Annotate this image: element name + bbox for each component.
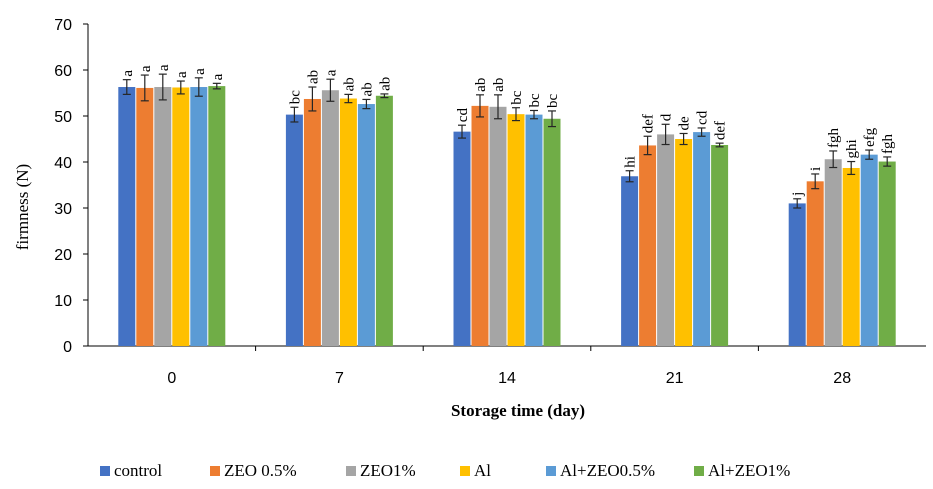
bar — [154, 87, 172, 347]
bar — [788, 203, 806, 346]
bar — [711, 144, 729, 346]
data-label: d — [659, 113, 675, 121]
y-tick-label: 50 — [54, 109, 72, 126]
x-tick-label: 7 — [335, 370, 344, 387]
data-label: de — [677, 116, 693, 131]
bar — [657, 134, 675, 346]
legend-swatch — [210, 466, 220, 476]
data-label: ab — [359, 82, 375, 96]
data-label: a — [120, 70, 136, 77]
bar — [453, 131, 471, 346]
bar — [285, 114, 303, 347]
legend-label: Al — [474, 461, 491, 480]
legend-swatch — [346, 466, 356, 476]
data-label: hi — [623, 156, 639, 168]
bar — [824, 159, 842, 346]
y-tick-label: 70 — [54, 17, 72, 34]
bar — [208, 86, 226, 346]
legend-label: ZEO1% — [360, 461, 416, 480]
bar — [842, 167, 860, 346]
legend-swatch — [694, 466, 704, 476]
data-label: ab — [377, 77, 393, 91]
bar — [507, 114, 525, 346]
y-tick-label: 40 — [54, 155, 72, 172]
bar — [489, 106, 507, 346]
x-tick-label: 0 — [167, 370, 176, 387]
bar — [693, 132, 711, 346]
legend: control ZEO 0.5% ZEO1% Al Al+ZEO0.5% Al+ZEO1% — [100, 461, 790, 480]
data-label: ab — [341, 77, 357, 91]
bar — [118, 87, 136, 347]
y-axis: 0 10 20 30 40 50 60 70 — [54, 17, 89, 356]
legend-label: control — [114, 461, 162, 480]
y-tick-label: 10 — [54, 293, 72, 310]
bar — [321, 90, 339, 347]
data-label: cd — [695, 110, 711, 125]
x-axis: 0 7 14 21 28 — [88, 345, 926, 387]
bar — [357, 104, 375, 346]
bar — [860, 154, 878, 346]
data-label: fgh — [880, 133, 896, 153]
x-tick-label: 28 — [833, 370, 851, 387]
data-label: bc — [527, 93, 543, 108]
bar — [339, 98, 357, 347]
legend-label: Al+ZEO1% — [708, 461, 790, 480]
data-label: ab — [491, 78, 507, 92]
bar — [303, 98, 321, 346]
data-label: j — [790, 192, 806, 197]
y-tick-label: 20 — [54, 247, 72, 264]
bar — [190, 87, 208, 347]
bar — [621, 176, 639, 346]
bar — [136, 87, 154, 346]
bar — [375, 95, 393, 346]
bar — [543, 118, 561, 346]
data-label: a — [138, 65, 154, 72]
y-tick-label: 60 — [54, 63, 72, 80]
legend-swatch — [460, 466, 470, 476]
data-label: a — [210, 73, 226, 80]
data-label: i — [808, 167, 824, 171]
bar — [675, 139, 693, 346]
x-axis-label: Storage time (day) — [451, 401, 585, 420]
bar — [172, 87, 190, 346]
y-axis-label: firmness (N) — [13, 164, 32, 250]
data-label: def — [713, 121, 729, 140]
data-label: ghi — [844, 139, 860, 158]
data-label: bc — [509, 90, 525, 105]
data-label: cd — [455, 108, 471, 123]
bar — [471, 105, 489, 346]
bar — [639, 145, 657, 346]
x-tick-label: 14 — [498, 370, 516, 387]
data-label: a — [174, 71, 190, 78]
data-label: a — [192, 68, 208, 75]
legend-swatch — [100, 466, 110, 476]
data-label: bc — [287, 90, 303, 105]
y-tick-label: 0 — [63, 339, 72, 356]
data-label: efg — [862, 127, 878, 147]
legend-swatch — [546, 466, 556, 476]
bar — [806, 181, 824, 346]
bars — [118, 86, 896, 347]
data-label: ab — [305, 70, 321, 84]
bar — [525, 114, 543, 347]
error-bars — [122, 73, 892, 209]
data-label: fgh — [826, 127, 842, 147]
data-label: def — [641, 114, 657, 133]
bar — [878, 161, 896, 346]
legend-label: ZEO 0.5% — [224, 461, 297, 480]
data-label: ab — [473, 78, 489, 92]
y-tick-label: 30 — [54, 201, 72, 218]
data-label: bc — [545, 93, 561, 108]
x-tick-label: 21 — [666, 370, 684, 387]
data-label: a — [323, 69, 339, 76]
legend-label: Al+ZEO0.5% — [560, 461, 655, 480]
data-label: a — [156, 64, 172, 71]
